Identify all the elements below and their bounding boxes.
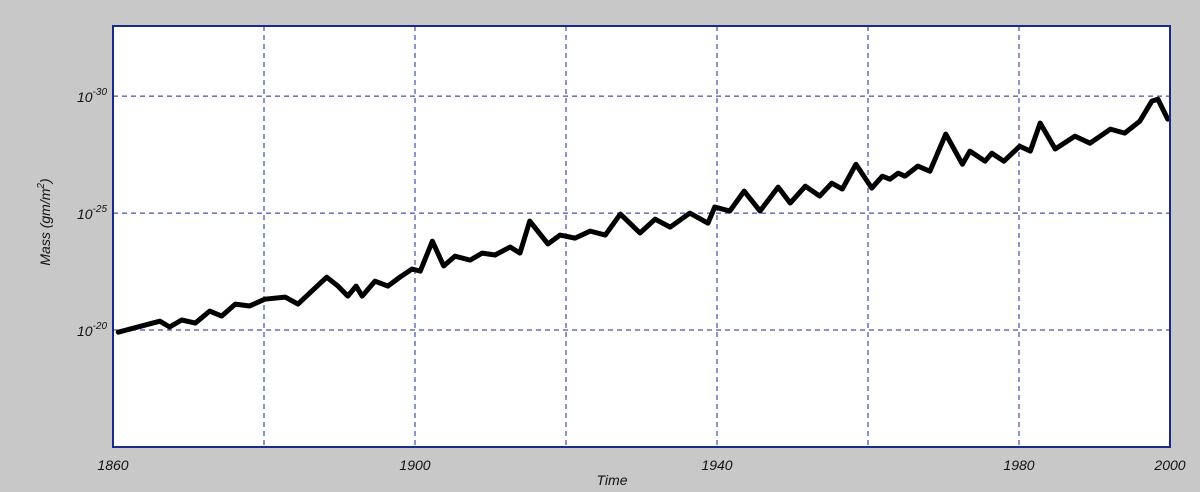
plot-area bbox=[113, 26, 1170, 447]
y-tick-base: 10 bbox=[77, 89, 93, 105]
y-tick-base: 10 bbox=[77, 323, 93, 339]
y-axis-label-sup: 2 bbox=[36, 183, 47, 190]
y-tick-label: 10-25 bbox=[77, 204, 107, 222]
y-tick-exponent: -20 bbox=[93, 321, 108, 332]
line bbox=[115, 96, 1171, 335]
y-axis-label: Mass (gm/m2) bbox=[36, 178, 53, 265]
plot-border bbox=[112, 25, 1171, 448]
y-tick-label: 10-30 bbox=[77, 87, 107, 105]
y-tick-label: 10-20 bbox=[77, 321, 107, 339]
x-tick-label: 1860 bbox=[97, 457, 128, 473]
y-tick-base: 10 bbox=[77, 206, 93, 222]
x-tick-label: 1940 bbox=[701, 457, 732, 473]
x-tick-label: 2000 bbox=[1153, 457, 1185, 473]
x-tick-label: 1900 bbox=[399, 457, 430, 473]
marks bbox=[115, 96, 1171, 335]
y-tick-exponent: -25 bbox=[93, 204, 108, 215]
y-axis-label-text: Mass (gm/m bbox=[37, 188, 53, 265]
x-tick-label: 1980 bbox=[1003, 457, 1034, 473]
y-tick-exponent: -30 bbox=[93, 87, 108, 98]
x-axis-label: Time bbox=[597, 472, 628, 488]
y-axis-label-end: ) bbox=[37, 178, 53, 185]
